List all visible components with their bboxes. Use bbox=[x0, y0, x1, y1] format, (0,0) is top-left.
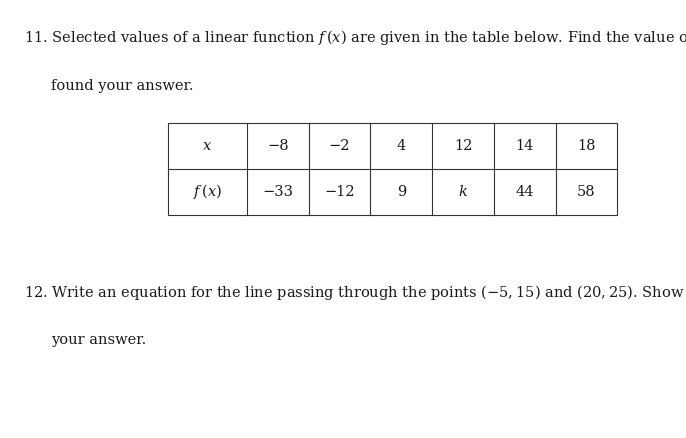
Text: 14: 14 bbox=[516, 139, 534, 152]
Text: $k$: $k$ bbox=[458, 184, 468, 199]
Bar bbox=[168, 123, 617, 215]
Text: 4: 4 bbox=[397, 139, 406, 152]
Text: 18: 18 bbox=[578, 139, 595, 152]
Text: your answer.: your answer. bbox=[51, 333, 147, 347]
Text: −12: −12 bbox=[324, 185, 355, 198]
Text: 12: 12 bbox=[454, 139, 472, 152]
Text: 44: 44 bbox=[516, 185, 534, 198]
Text: x: x bbox=[203, 139, 212, 152]
Text: 9: 9 bbox=[397, 185, 406, 198]
Text: −33: −33 bbox=[262, 185, 294, 198]
Text: found your answer.: found your answer. bbox=[51, 79, 194, 93]
Text: 12. Write an equation for the line passing through the points $(-5, 15)$ and $(2: 12. Write an equation for the line passi… bbox=[24, 283, 686, 301]
Text: −2: −2 bbox=[329, 139, 351, 152]
Text: 11. Selected values of a linear function $f\,(x)$ are given in the table below. : 11. Selected values of a linear function… bbox=[24, 28, 686, 47]
Text: −8: −8 bbox=[267, 139, 289, 152]
Text: 58: 58 bbox=[577, 185, 596, 198]
Text: $f\,(x)$: $f\,(x)$ bbox=[193, 182, 222, 201]
